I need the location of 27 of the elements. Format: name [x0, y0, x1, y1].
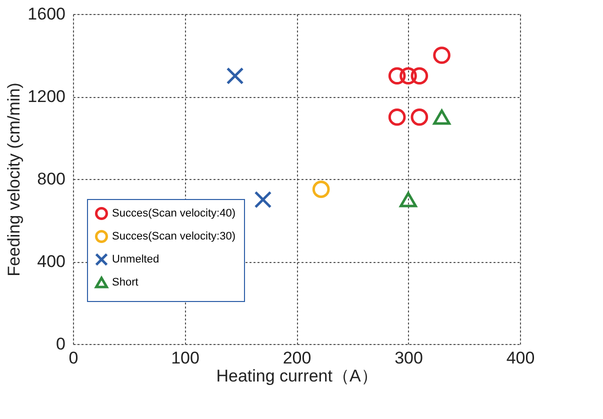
point	[400, 192, 417, 208]
legend-label: Unmelted	[112, 254, 160, 266]
point	[254, 190, 272, 208]
point	[388, 67, 406, 85]
y-tick-label: 800	[37, 170, 66, 188]
x-axis-title: Heating current（A）	[216, 366, 378, 386]
point	[226, 67, 244, 85]
point	[410, 67, 428, 85]
x-tick-label: 0	[68, 348, 78, 368]
x-tick-label: 300	[394, 348, 423, 368]
x-tick-label: 100	[171, 348, 200, 368]
point	[410, 108, 428, 126]
legend-label: Succes(Scan velocity:40)	[112, 208, 236, 220]
x-tick-label: 200	[282, 348, 312, 368]
y-tick-label: 1600	[28, 4, 66, 24]
legend-label: Short	[112, 276, 138, 288]
point	[433, 109, 450, 125]
y-tick-label: 400	[37, 252, 66, 271]
point	[400, 67, 417, 85]
legend-label: Succes(Scan velocity:30)	[112, 230, 236, 242]
point	[312, 180, 330, 198]
y-tick-label: 0	[56, 334, 66, 354]
point	[388, 108, 406, 126]
point	[433, 46, 450, 64]
y-tick-label: 1200	[28, 87, 66, 106]
y-axis-title: Feeding velocity (cm/min)	[4, 82, 24, 276]
x-tick-label: 400	[506, 348, 535, 368]
